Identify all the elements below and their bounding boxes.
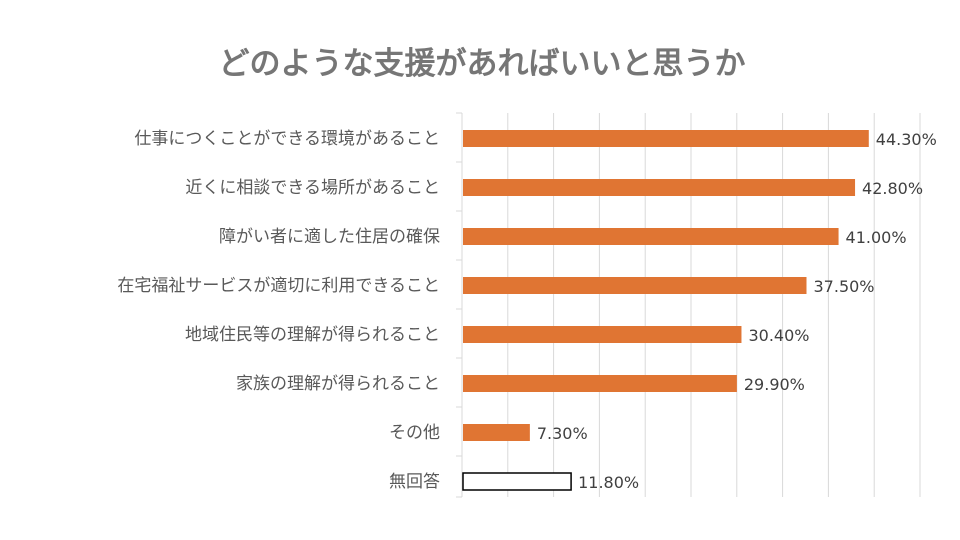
bar (463, 179, 856, 196)
bar (463, 130, 869, 147)
category-label: 在宅福祉サービスが適切に利用できること (117, 276, 440, 296)
data-label: 41.00% (846, 228, 907, 247)
data-label: 7.30% (537, 424, 588, 443)
category-label: 地域住民等の理解が得られること (185, 325, 440, 345)
category-label: その他 (389, 423, 440, 443)
category-label: 無回答 (389, 472, 440, 492)
bar (463, 326, 742, 343)
chart-title: どのような支援があればいいと思うか (219, 46, 746, 82)
data-label: 30.40% (748, 326, 809, 345)
category-label: 仕事につくことができる環境があること (134, 129, 440, 149)
data-label: 29.90% (744, 375, 805, 394)
bar (463, 375, 737, 392)
data-label: 42.80% (862, 179, 923, 198)
category-label: 近くに相談できる場所があること (185, 178, 440, 198)
bar (463, 277, 807, 294)
data-label: 37.50% (814, 277, 875, 296)
data-label: 44.30% (876, 130, 937, 149)
category-label: 障がい者に適した住居の確保 (219, 227, 440, 247)
bar (462, 472, 572, 491)
bar (463, 228, 839, 245)
category-label: 家族の理解が得られること (236, 374, 440, 394)
data-label: 11.80% (578, 473, 639, 492)
bar (463, 424, 530, 441)
